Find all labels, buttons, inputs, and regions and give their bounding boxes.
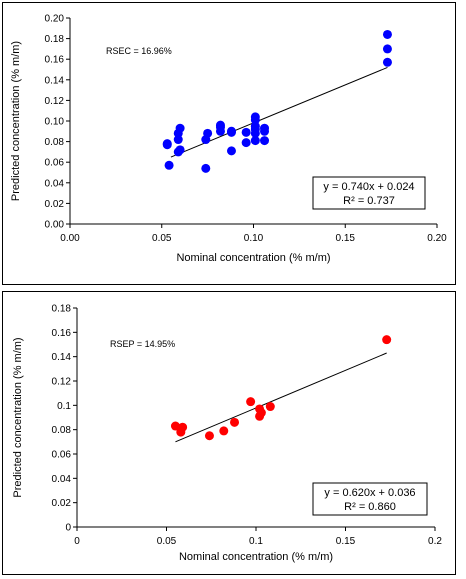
data-point [246,397,256,407]
data-point [219,426,229,436]
y-tick-label: 0.06 [45,158,65,169]
y-tick-label: 0.08 [45,137,65,148]
data-point [162,139,172,149]
data-point [226,127,236,137]
equation-box [312,176,426,210]
r-squared-label: R² = 0.737 [343,195,395,207]
data-point [250,136,260,146]
x-tick-label: 0.15 [336,536,356,547]
y-tick-label: 0.08 [52,425,72,436]
equation-box [312,482,428,516]
y-tick-label: 0.02 [45,199,65,210]
y-axis-title: Predicted concentration (% m/m) [10,41,22,201]
y-tick-label: 0.16 [45,55,65,66]
x-tick-label: 0.1 [249,536,263,547]
x-tick-label: 0.05 [152,233,172,244]
chart-panel-rsec: 0.00 0.02 0.04 0.06 0.08 0.10 0.12 0.14 0.16 0.18… [2,2,456,285]
y-axis-title: Predicted concentration (% m/m) [12,337,24,497]
x-tick-label: 0.00 [60,233,80,244]
x-axis-title: Nominal concentration (% m/m) [176,252,330,264]
y-tick-label: 0.04 [45,178,65,189]
data-point [241,127,251,137]
data-point [164,160,174,170]
y-tick-label: 0.12 [45,96,65,107]
y-tick-label: 0.14 [52,352,72,363]
y-tick-label: 0.16 [52,328,72,339]
y-tick-label: 0.10 [45,117,65,128]
data-point [203,128,213,138]
error-annotation: RSEP = 14.95% [110,339,175,349]
regression-equation: y = 0.740x + 0.024 [323,181,414,193]
data-point [170,421,180,431]
regression-equation: y = 0.620x + 0.036 [324,487,415,499]
data-point [241,138,251,148]
data-point [382,44,392,54]
x-tick-label: 0.10 [244,233,264,244]
data-point [215,120,225,130]
data-point [178,422,188,432]
y-tick-label: 0 [65,523,71,534]
x-tick-label: 0 [74,536,80,547]
y-tick-label: 0.00 [45,220,65,231]
data-point [175,145,185,155]
data-point [230,417,240,427]
y-tick-label: 0.18 [45,34,65,45]
data-point [382,57,392,67]
data-point [382,335,392,345]
data-point [201,163,211,173]
r-squared-label: R² = 0.860 [344,501,396,513]
scatter-chart-calibration: 0.00 0.02 0.04 0.06 0.08 0.10 0.12 0.14 0.16 0.18… [10,14,447,265]
data-point [175,123,185,133]
data-point [265,402,275,412]
y-tick-label: 0.1 [57,401,71,412]
data-point [382,29,392,39]
y-tick-label: 0.14 [45,75,65,86]
x-axis-title: Nominal concentration (% m/m) [179,551,333,563]
regression-line [175,352,387,443]
y-tick-label: 0.02 [52,498,72,509]
x-tick-label: 0.05 [157,536,177,547]
y-tick-label: 0.04 [52,474,72,485]
data-point [173,135,183,145]
y-tick-label: 0.12 [52,377,72,388]
x-tick-label: 0.2 [428,536,442,547]
y-tick-label: 0.20 [45,14,65,25]
y-tick-label: 0.06 [52,450,72,461]
error-annotation: RSEC = 16.96% [106,46,172,56]
chart-panel-rsep: 0 0.02 0.04 0.06 0.08 0.1 0.12 0.14 0.16 0.18 0 0.0… [2,291,456,575]
regression-line [170,66,388,158]
x-tick-label: 0.15 [336,233,356,244]
data-point [250,112,260,122]
data-point [204,431,214,441]
x-tick-label: 0.20 [427,233,447,244]
y-tick-label: 0.18 [52,304,72,315]
data-point [260,123,270,133]
data-point [255,404,265,414]
scatter-chart-prediction: 0 0.02 0.04 0.06 0.08 0.1 0.12 0.14 0.16 0.18 0 0.0… [12,304,442,564]
data-point [260,136,270,146]
data-point [226,146,236,156]
data-point [250,121,260,131]
